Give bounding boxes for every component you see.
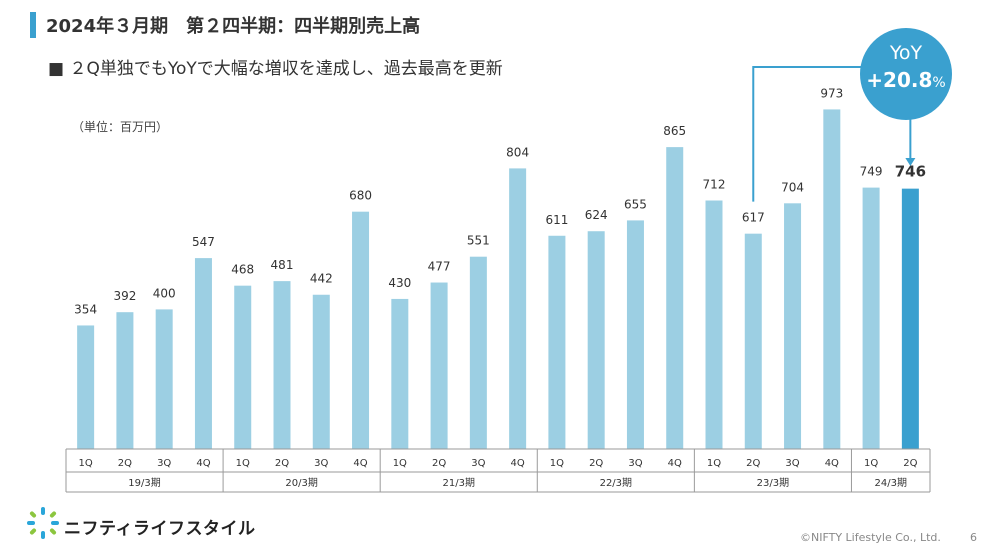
x-tick-label: 3Q <box>314 458 328 469</box>
data-label: 624 <box>585 208 608 222</box>
data-label: 551 <box>467 234 490 248</box>
bar <box>391 298 409 449</box>
x-tick-label: 2Q <box>746 458 760 469</box>
x-tick-label: 4Q <box>511 458 525 469</box>
bar <box>116 312 134 449</box>
bar <box>666 147 684 450</box>
x-tick-label: 2Q <box>118 458 132 469</box>
x-group-label: 23/3期 <box>757 477 789 489</box>
data-label: 477 <box>428 260 451 274</box>
yoy-callout: YoY +20.8% <box>860 28 952 120</box>
bar <box>469 256 487 449</box>
yoy-value-number: +20.8 <box>866 68 933 92</box>
x-tick-label: 4Q <box>825 458 839 469</box>
x-tick-label: 3Q <box>628 458 642 469</box>
page-subtitle: ■ ２Q単独でもYoYで大幅な増収を達成し、過去最高を更新 <box>48 59 503 79</box>
data-label: 547 <box>192 235 215 249</box>
bar <box>548 235 566 449</box>
x-tick-label: 2Q <box>275 458 289 469</box>
bar <box>626 220 644 449</box>
data-label: 442 <box>310 272 333 286</box>
data-label: 430 <box>388 276 411 290</box>
x-tick-label: 1Q <box>236 458 250 469</box>
x-tick-label: 1Q <box>707 458 721 469</box>
title-accent-bar <box>30 12 36 38</box>
x-tick-label: 4Q <box>353 458 367 469</box>
bar <box>862 187 880 449</box>
bar <box>587 231 605 449</box>
data-label: 712 <box>703 178 726 192</box>
bar <box>430 282 448 449</box>
bar <box>901 188 919 449</box>
x-group-label: 22/3期 <box>600 477 632 489</box>
page-number: 6 <box>970 531 977 544</box>
x-tick-label: 1Q <box>550 458 564 469</box>
bar <box>155 309 173 449</box>
data-label: 865 <box>663 124 686 138</box>
bar <box>509 168 527 450</box>
data-label: 400 <box>153 286 176 300</box>
yoy-connector-line <box>752 66 862 202</box>
company-logo-icon <box>27 507 59 539</box>
data-label: 392 <box>113 289 136 303</box>
bar <box>273 281 291 449</box>
page-title: 2024年３月期 第２四半期：四半期別売上高 <box>46 16 421 37</box>
bar <box>744 233 762 449</box>
x-tick-label: 3Q <box>157 458 171 469</box>
x-group-label: 19/3期 <box>128 477 160 489</box>
yoy-value: +20.8% <box>860 68 952 92</box>
x-tick-label: 4Q <box>668 458 682 469</box>
x-tick-label: 2Q <box>432 458 446 469</box>
copyright: ©NIFTY Lifestyle Co., Ltd. <box>800 531 941 544</box>
x-tick-label: 1Q <box>393 458 407 469</box>
bar <box>234 285 252 449</box>
bar <box>705 200 723 449</box>
bar <box>77 325 95 449</box>
x-group-label: 21/3期 <box>442 477 474 489</box>
data-label: 481 <box>271 258 294 272</box>
yoy-value-unit: % <box>932 75 946 91</box>
data-label: 804 <box>506 145 529 159</box>
data-label: 617 <box>742 211 765 225</box>
data-label: 354 <box>74 302 97 316</box>
x-tick-label: 3Q <box>471 458 485 469</box>
x-tick-label: 2Q <box>589 458 603 469</box>
data-label: 749 <box>860 165 883 179</box>
data-label: 704 <box>781 180 804 194</box>
bar <box>784 203 802 449</box>
bar <box>194 258 212 449</box>
data-label: 680 <box>349 189 372 203</box>
x-tick-label: 3Q <box>785 458 799 469</box>
data-label: 468 <box>231 263 254 277</box>
data-label: 611 <box>545 213 568 227</box>
bar <box>312 294 330 449</box>
data-label: 655 <box>624 197 647 211</box>
data-label: 973 <box>820 86 843 100</box>
x-tick-label: 1Q <box>79 458 93 469</box>
company-logo-text: ニフティライフスタイル <box>64 519 256 539</box>
yoy-label: YoY <box>889 42 923 64</box>
unit-note: （単位：百万円） <box>72 120 169 134</box>
x-tick-label: 1Q <box>864 458 878 469</box>
bar <box>352 211 370 449</box>
data-label: 746 <box>895 163 926 181</box>
x-tick-label: 2Q <box>903 458 917 469</box>
x-tick-label: 4Q <box>196 458 210 469</box>
bar <box>823 109 841 449</box>
arrow-down-icon <box>905 158 916 166</box>
x-group-label: 24/3期 <box>874 477 906 489</box>
x-group-label: 20/3期 <box>285 477 317 489</box>
